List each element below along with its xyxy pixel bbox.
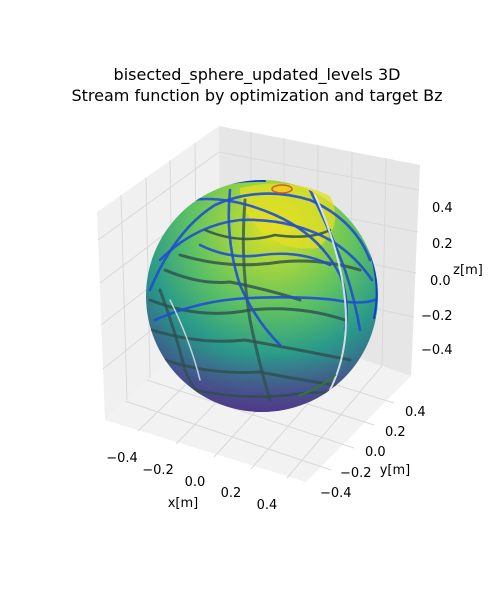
y-tick-label: 0.4 xyxy=(405,405,426,420)
y-tick-label: 0.0 xyxy=(365,445,386,460)
z-tick-label: 0.0 xyxy=(430,274,451,289)
z-tick-label: −0.4 xyxy=(421,343,453,358)
y-ticks: −0.4 −0.2 0.0 0.2 0.4 xyxy=(320,405,426,501)
y-tick-label: −0.4 xyxy=(320,486,352,501)
y-tick-label: 0.2 xyxy=(385,425,406,440)
contour-line xyxy=(227,188,282,347)
contour-line xyxy=(241,198,272,402)
x-axis-label: x[m] xyxy=(168,496,199,511)
contour-line xyxy=(169,299,201,381)
x-tick-label: 0.2 xyxy=(221,486,242,501)
contour-line xyxy=(163,268,302,302)
contour-lines xyxy=(148,180,378,407)
contour-line xyxy=(163,358,337,387)
hot-spot xyxy=(271,184,293,194)
contour-line xyxy=(193,388,342,398)
y-axis-label: y[m] xyxy=(380,463,411,478)
x-tick-label: −0.4 xyxy=(106,451,138,466)
chart-title: bisected_sphere_updated_levels 3D xyxy=(114,65,401,85)
y-tick-label: −0.2 xyxy=(340,466,372,481)
contour-line xyxy=(198,243,332,267)
x-ticks: −0.4 −0.2 0.0 0.2 0.4 xyxy=(106,451,277,513)
z-tick-label: 0.4 xyxy=(432,201,453,216)
x-tick-label: −0.2 xyxy=(142,463,174,478)
contour-line xyxy=(298,373,337,397)
contour-line xyxy=(158,218,374,282)
z-tick-label: −0.2 xyxy=(421,309,453,324)
contour-line xyxy=(148,192,372,292)
x-tick-label: 0.0 xyxy=(185,475,206,490)
z-tick-label: 0.2 xyxy=(432,237,453,252)
contour-line xyxy=(314,194,347,391)
x-tick-label: 0.4 xyxy=(257,498,278,513)
contour-line xyxy=(150,328,352,362)
chart-subtitle: Stream function by optimization and targ… xyxy=(71,86,442,105)
z-axis-label: z[m] xyxy=(453,263,483,278)
contour-line xyxy=(203,228,332,241)
contour-line xyxy=(308,188,362,332)
z-ticks: 0.4 0.2 0.0 −0.2 −0.4 xyxy=(421,201,453,358)
